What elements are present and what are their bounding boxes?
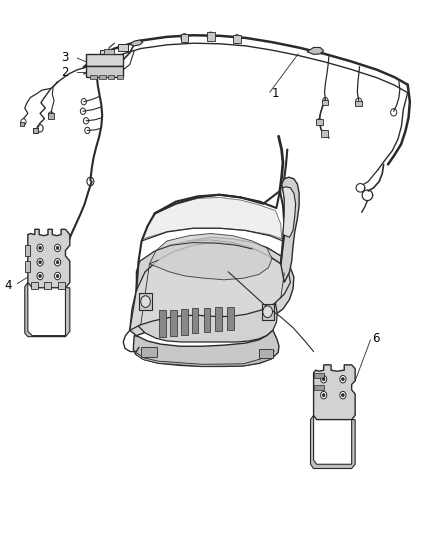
Bar (99, 75, 106, 79)
Text: 6: 6 (371, 332, 378, 345)
Circle shape (39, 274, 41, 278)
Bar (25, 261, 29, 272)
Bar (33, 128, 38, 133)
Bar (48, 114, 54, 119)
Polygon shape (130, 237, 293, 336)
Bar (100, 50, 110, 56)
Circle shape (339, 375, 345, 383)
Circle shape (321, 393, 324, 397)
Bar (226, 307, 233, 330)
Polygon shape (135, 351, 274, 367)
Circle shape (233, 35, 240, 43)
Circle shape (37, 272, 43, 280)
Bar (20, 122, 24, 126)
Bar (313, 384, 323, 390)
Bar (180, 309, 187, 335)
Polygon shape (25, 282, 70, 337)
Bar (170, 310, 176, 336)
Bar (215, 308, 221, 332)
Bar (159, 310, 165, 337)
Polygon shape (135, 240, 280, 342)
Bar (139, 293, 152, 310)
Polygon shape (133, 330, 279, 367)
Polygon shape (280, 177, 298, 282)
Text: 1: 1 (272, 87, 279, 100)
Circle shape (180, 34, 187, 42)
Bar (261, 304, 273, 320)
Polygon shape (313, 365, 354, 419)
Bar (118, 44, 127, 51)
Circle shape (141, 296, 150, 308)
Bar (44, 282, 51, 289)
Circle shape (341, 377, 343, 381)
Circle shape (341, 393, 343, 397)
Polygon shape (130, 40, 143, 46)
Bar (321, 100, 328, 105)
Text: 2: 2 (61, 66, 68, 79)
Circle shape (54, 272, 60, 280)
Bar (103, 49, 114, 54)
Polygon shape (149, 233, 272, 280)
Circle shape (56, 274, 59, 278)
Bar (354, 101, 361, 106)
Circle shape (207, 32, 214, 41)
Bar (315, 119, 322, 125)
Bar (90, 75, 97, 79)
Polygon shape (306, 47, 323, 54)
Polygon shape (143, 197, 281, 239)
Bar (25, 245, 29, 256)
Circle shape (37, 259, 43, 266)
Circle shape (320, 375, 326, 383)
Bar (86, 66, 123, 77)
Bar (320, 131, 327, 137)
Bar (206, 32, 214, 41)
Text: 3: 3 (61, 51, 68, 64)
Circle shape (56, 246, 59, 249)
Bar (191, 309, 198, 334)
Circle shape (37, 244, 43, 252)
Bar (203, 308, 210, 333)
Polygon shape (282, 187, 295, 237)
Circle shape (321, 377, 324, 381)
Circle shape (262, 306, 272, 318)
Polygon shape (28, 229, 70, 288)
Circle shape (39, 246, 41, 249)
Bar (86, 54, 123, 66)
Bar (57, 282, 64, 289)
Bar (180, 34, 188, 42)
Bar (117, 75, 123, 79)
Polygon shape (310, 415, 354, 469)
Bar (141, 348, 157, 357)
Circle shape (54, 259, 60, 266)
Circle shape (54, 244, 60, 252)
Circle shape (339, 391, 345, 399)
Text: 4: 4 (4, 279, 12, 292)
Circle shape (320, 391, 326, 399)
Circle shape (56, 261, 59, 264)
Bar (313, 373, 323, 378)
Polygon shape (130, 242, 290, 330)
Bar (108, 75, 114, 79)
Bar (258, 350, 272, 358)
Bar (233, 35, 240, 43)
Circle shape (39, 261, 41, 264)
Bar (31, 282, 38, 289)
